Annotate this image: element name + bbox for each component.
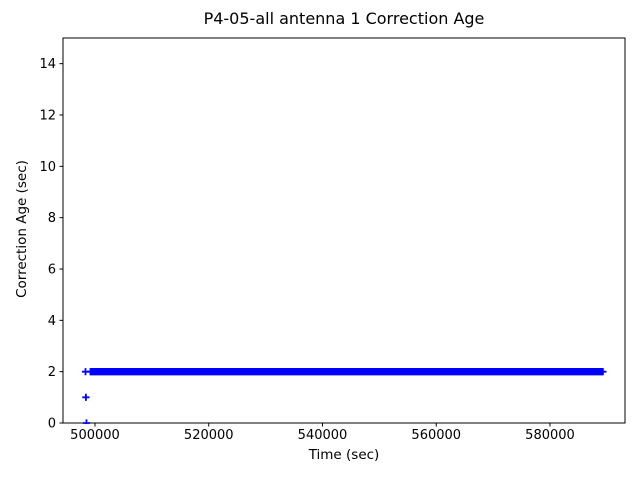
x-axis-label: Time (sec) [308, 447, 380, 463]
y-tick-label: 4 [48, 314, 56, 329]
plus-marker [82, 419, 91, 424]
chart-title: P4-05-all antenna 1 Correction Age [203, 9, 485, 28]
y-tick-label: 12 [39, 109, 56, 124]
plus-marker [82, 393, 90, 401]
y-tick-label: 2 [48, 365, 56, 380]
axes-spines [62, 37, 626, 424]
y-tick-label: 8 [48, 211, 56, 226]
y-tick-label: 6 [48, 263, 56, 278]
x-tick-label: 520000 [184, 428, 234, 443]
y-tick-label: 10 [39, 160, 56, 175]
x-tick-label: 580000 [525, 428, 575, 443]
x-tick-label: 560000 [411, 428, 461, 443]
y-tick-label: 0 [48, 417, 56, 432]
y-axis-label: Correction Age (sec) [14, 160, 30, 298]
plus-marker [81, 368, 90, 376]
plus-marker [599, 368, 607, 376]
x-tick-label: 540000 [298, 428, 348, 443]
data-series [81, 367, 607, 424]
x-tick-label: 500000 [70, 428, 120, 443]
y-tick-label: 14 [39, 57, 56, 72]
